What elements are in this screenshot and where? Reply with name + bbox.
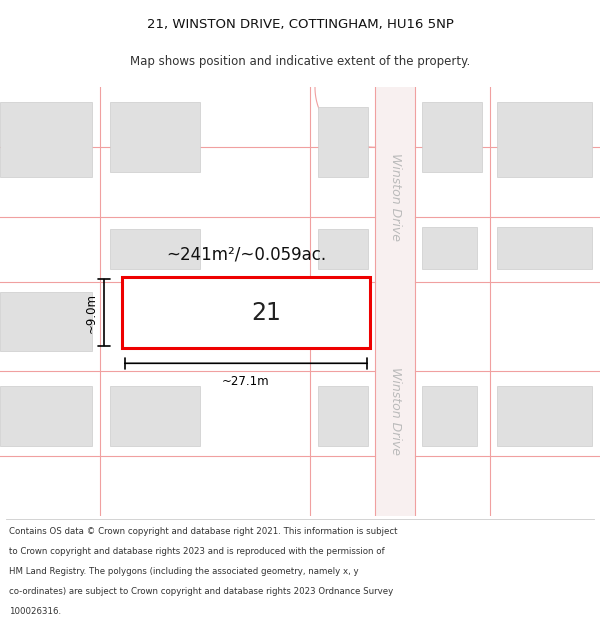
Text: 100026316.: 100026316. [9,608,61,616]
Bar [497,102,592,177]
Bar [110,102,200,172]
Text: co-ordinates) are subject to Crown copyright and database rights 2023 Ordnance S: co-ordinates) are subject to Crown copyr… [9,588,393,596]
Bar [497,227,592,269]
Text: to Crown copyright and database rights 2023 and is reproduced with the permissio: to Crown copyright and database rights 2… [9,547,385,556]
Text: 21, WINSTON DRIVE, COTTINGHAM, HU16 5NP: 21, WINSTON DRIVE, COTTINGHAM, HU16 5NP [146,18,454,31]
Bar [318,386,368,446]
Bar [497,386,592,446]
Bar [0,292,92,351]
Bar [110,229,200,269]
Text: Map shows position and indicative extent of the property.: Map shows position and indicative extent… [130,55,470,68]
Text: Contains OS data © Crown copyright and database right 2021. This information is : Contains OS data © Crown copyright and d… [9,526,398,536]
Bar [122,277,370,348]
Text: Winston Drive: Winston Drive [389,153,403,241]
Bar [422,386,477,446]
Bar [0,386,92,446]
Text: Winston Drive: Winston Drive [389,367,403,455]
Bar [422,102,482,172]
Bar [160,304,218,346]
Bar [422,227,477,269]
Bar [318,107,368,177]
Bar [0,102,92,177]
Text: 21: 21 [251,301,281,324]
Text: HM Land Registry. The polygons (including the associated geometry, namely x, y: HM Land Registry. The polygons (includin… [9,567,359,576]
Bar [110,386,200,446]
Bar [318,229,368,269]
Bar [375,88,415,516]
Text: ~241m²/~0.059ac.: ~241m²/~0.059ac. [166,246,326,264]
Text: ~9.0m: ~9.0m [85,292,98,332]
Text: ~27.1m: ~27.1m [222,375,270,388]
